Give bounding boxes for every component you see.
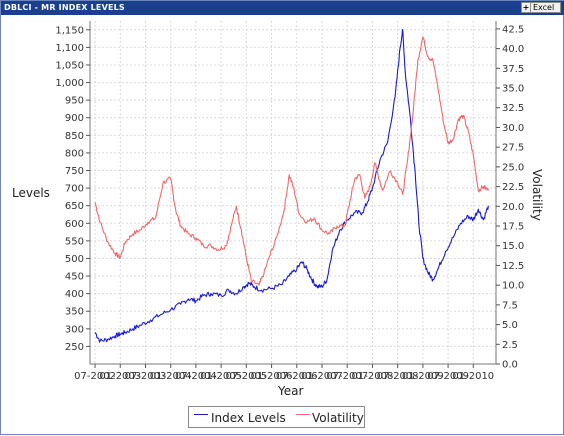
x-tick-label: 07-2003 <box>125 371 167 382</box>
left-tick-label: 700 <box>65 184 84 195</box>
x-tick-label: 01-2006 <box>251 371 293 382</box>
x-tick-label: 07-2007 <box>326 371 368 382</box>
right-tick-label: 5.0 <box>502 320 518 331</box>
x-axis-ticks: 07-200201-200307-200301-200407-200401-20… <box>74 364 494 382</box>
x-tick-label: 07-2006 <box>276 371 318 382</box>
x-tick-label: 01-2008 <box>352 371 394 382</box>
legend-swatch-index <box>194 414 208 415</box>
left-tick-label: 1,050 <box>55 60 84 71</box>
legend: Index Levels Volatility <box>188 406 365 428</box>
left-tick-label: 550 <box>65 236 84 247</box>
right-tick-label: 37.5 <box>502 64 524 75</box>
right-tick-label: 7.5 <box>502 300 518 311</box>
left-tick-label: 1,150 <box>55 25 84 36</box>
right-tick-label: 0.0 <box>502 360 518 371</box>
left-tick-label: 950 <box>65 96 84 107</box>
right-tick-label: 10.0 <box>502 281 524 292</box>
x-tick-label: 01-2009 <box>402 371 444 382</box>
axes <box>89 21 497 365</box>
right-tick-label: 32.5 <box>502 103 524 114</box>
right-tick-label: 35.0 <box>502 84 524 95</box>
left-tick-label: 250 <box>65 342 84 353</box>
x-tick-label: 01-2005 <box>200 371 242 382</box>
left-tick-label: 900 <box>65 113 84 124</box>
right-tick-label: 42.5 <box>502 24 524 35</box>
left-tick-label: 350 <box>65 307 84 318</box>
x-tick-label: 01-2007 <box>301 371 343 382</box>
series-line-volatility <box>94 36 489 286</box>
x-tick-label: 07-2004 <box>175 371 217 382</box>
x-tick-label: 07-2008 <box>377 371 419 382</box>
series-group <box>94 29 489 343</box>
left-tick-label: 750 <box>65 166 84 177</box>
left-tick-label: 300 <box>65 324 84 335</box>
left-axis-ticks: 250 300 350 400 450 500 550 600 650 700 750 800 850 9… <box>55 25 90 353</box>
y-axis-left-title: Levels <box>12 186 50 200</box>
left-tick-label: 650 <box>65 201 84 212</box>
right-tick-label: 27.5 <box>502 143 524 154</box>
right-axis-ticks: 0.0 2.5 5.0 7.5 10.0 12.5 15.0 17.5 20.0 22.5 25.0… <box>496 24 524 371</box>
x-tick-label: 07-2005 <box>225 371 267 382</box>
right-tick-label: 2.5 <box>502 340 518 351</box>
right-tick-label: 40.0 <box>502 44 524 55</box>
left-tick-label: 600 <box>65 219 84 230</box>
series-line-index-levels <box>94 29 489 343</box>
right-tick-label: 30.0 <box>502 123 524 134</box>
x-tick-label: 07-2002 <box>74 371 116 382</box>
x-axis-title: Year <box>277 384 303 398</box>
excel-export-button[interactable]: + Excel <box>521 2 561 13</box>
legend-label-index: Index Levels <box>211 411 286 425</box>
x-tick-label: 07-2009 <box>427 371 469 382</box>
plot-area <box>90 21 496 364</box>
right-tick-label: 25.0 <box>502 162 524 173</box>
right-tick-label: 15.0 <box>502 241 524 252</box>
left-tick-label: 1,000 <box>55 78 84 89</box>
plus-icon: + <box>522 3 531 12</box>
legend-label-volatility: Volatility <box>312 411 364 425</box>
right-tick-label: 17.5 <box>502 222 524 233</box>
right-tick-label: 22.5 <box>502 182 524 193</box>
x-tick-label: 01-2010 <box>452 371 494 382</box>
x-tick-label: 01-2003 <box>99 371 141 382</box>
left-tick-label: 850 <box>65 131 84 142</box>
left-tick-label: 500 <box>65 254 84 265</box>
left-tick-label: 400 <box>65 289 84 300</box>
right-tick-label: 12.5 <box>502 261 524 272</box>
grid <box>90 21 496 364</box>
x-tick-label: 01-2004 <box>150 371 192 382</box>
right-tick-label: 20.0 <box>502 202 524 213</box>
excel-button-label: Excel <box>533 3 555 12</box>
y-axis-right-title: Volatility <box>530 169 544 221</box>
left-tick-label: 800 <box>65 148 84 159</box>
left-tick-label: 450 <box>65 272 84 283</box>
left-tick-label: 1,100 <box>55 43 84 54</box>
title-bar: DBLCI - MR INDEX LEVELS + Excel <box>1 1 564 15</box>
window-title: DBLCI - MR INDEX LEVELS <box>4 3 125 12</box>
legend-swatch-volatility <box>296 414 310 415</box>
